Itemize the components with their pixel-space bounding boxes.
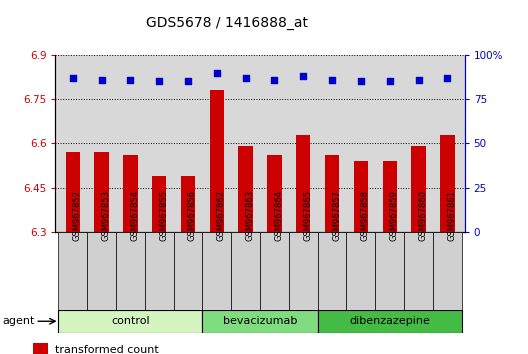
Bar — [58, 310, 202, 333]
Point — [443, 75, 451, 81]
Text: GSM967859: GSM967859 — [390, 190, 399, 241]
Text: dibenzazepine: dibenzazepine — [350, 316, 430, 326]
Text: GSM967861: GSM967861 — [447, 190, 456, 241]
Bar — [174, 232, 202, 310]
Text: GSM967853: GSM967853 — [101, 190, 110, 241]
Bar — [289, 232, 318, 310]
Bar — [239, 146, 253, 232]
Bar — [318, 232, 346, 310]
Bar — [123, 155, 138, 232]
Text: GSM967856: GSM967856 — [188, 190, 197, 241]
Text: GSM967863: GSM967863 — [246, 190, 254, 241]
Bar — [145, 232, 174, 310]
Bar — [354, 161, 368, 232]
Text: transformed count: transformed count — [55, 345, 158, 354]
Bar — [260, 232, 289, 310]
Bar — [87, 232, 116, 310]
Bar — [411, 146, 426, 232]
Text: GSM967860: GSM967860 — [419, 190, 428, 241]
Bar — [95, 152, 109, 232]
Point — [69, 75, 77, 81]
Bar — [116, 232, 145, 310]
Text: GSM967865: GSM967865 — [303, 190, 312, 241]
Bar — [318, 310, 462, 333]
Bar — [375, 232, 404, 310]
Text: GSM967852: GSM967852 — [73, 190, 82, 241]
Point — [299, 73, 307, 79]
Bar — [404, 232, 433, 310]
Bar — [202, 232, 231, 310]
Bar — [210, 90, 224, 232]
Text: control: control — [111, 316, 149, 326]
Bar — [58, 232, 87, 310]
Point — [414, 77, 423, 82]
Bar — [181, 176, 195, 232]
Bar — [325, 155, 340, 232]
Bar — [267, 155, 281, 232]
Bar — [346, 232, 375, 310]
Text: GSM967858: GSM967858 — [361, 190, 370, 241]
Point — [241, 75, 250, 81]
Point — [270, 77, 279, 82]
Point — [357, 79, 365, 84]
Text: GSM967857: GSM967857 — [332, 190, 341, 241]
Bar — [231, 232, 260, 310]
Bar — [202, 310, 318, 333]
Bar — [296, 135, 310, 232]
Point — [385, 79, 394, 84]
Point — [184, 79, 192, 84]
Text: agent: agent — [3, 316, 35, 326]
Point — [126, 77, 135, 82]
Text: GSM967862: GSM967862 — [217, 190, 226, 241]
Bar — [33, 343, 48, 354]
Text: GDS5678 / 1416888_at: GDS5678 / 1416888_at — [146, 16, 308, 30]
Bar — [152, 176, 166, 232]
Bar — [382, 161, 397, 232]
Text: GSM967855: GSM967855 — [159, 190, 168, 241]
Point — [155, 79, 163, 84]
Text: GSM967864: GSM967864 — [275, 190, 284, 241]
Point — [328, 77, 336, 82]
Bar — [440, 135, 455, 232]
Text: bevacizumab: bevacizumab — [223, 316, 297, 326]
Point — [97, 77, 106, 82]
Point — [213, 70, 221, 75]
Bar — [433, 232, 462, 310]
Bar — [65, 152, 80, 232]
Text: GSM967854: GSM967854 — [130, 190, 139, 241]
